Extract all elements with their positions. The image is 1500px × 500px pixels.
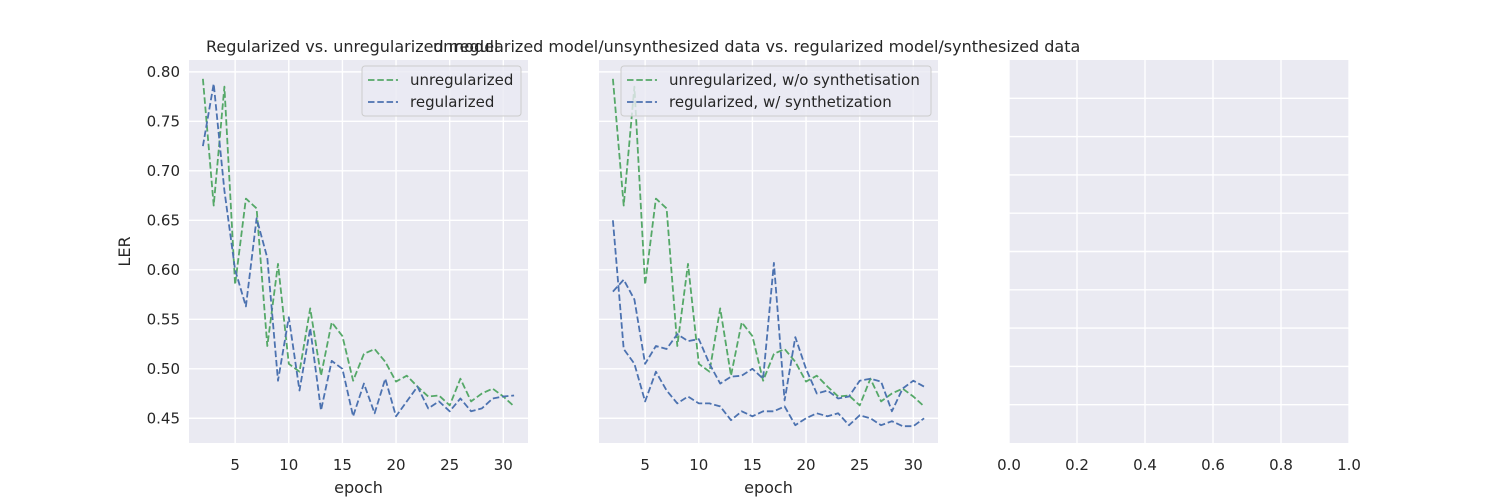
y-tick-label: 0.75 — [147, 112, 180, 130]
x-tick-label: 10 — [279, 456, 298, 474]
x-tick-label: 5 — [230, 456, 240, 474]
x-axis-label: epoch — [334, 478, 383, 497]
legend-label: unregularized — [410, 71, 513, 89]
series-line-1 — [202, 78, 515, 408]
x-tick-label: 0.8 — [1269, 456, 1293, 474]
plot-area — [599, 60, 938, 443]
x-tick-label: 20 — [797, 456, 816, 474]
x-axis-label: epoch — [744, 478, 793, 497]
y-tick-label: 0.50 — [147, 360, 180, 378]
legend-label: regularized, w/ synthetization — [669, 93, 892, 111]
series-line-3 — [612, 220, 925, 428]
x-tick-label: 0.6 — [1201, 456, 1225, 474]
x-tick-label: 1.0 — [1337, 456, 1361, 474]
gridlines — [599, 60, 938, 443]
y-tick-label: 0.80 — [147, 63, 180, 81]
gridlines — [189, 60, 528, 443]
y-axis-label: LER — [115, 236, 134, 266]
chart-panel-1: 5 10 15 20 25 30 0.45 0.50 0.55 0.60 0.65 0.70 0.75 0… — [115, 37, 528, 497]
x-tick-label: 25 — [440, 456, 459, 474]
legend-frame — [620, 65, 932, 117]
y-tick-label: 0.70 — [147, 162, 180, 180]
x-tick-label: 0.4 — [1133, 456, 1157, 474]
chart-title: Regularized vs. unregularized model — [206, 37, 499, 56]
series-layer — [612, 78, 925, 428]
y-tick-label: 0.45 — [147, 409, 180, 427]
x-tick-label: 0.2 — [1065, 456, 1089, 474]
y-tick-label: 0.65 — [147, 211, 180, 229]
y-tick-label: 0.55 — [147, 310, 180, 328]
x-tick-label: 30 — [494, 456, 513, 474]
series-line-1 — [612, 78, 925, 408]
x-tick-label: 15 — [333, 456, 352, 474]
legend-frame — [361, 65, 522, 117]
x-tick-label: 25 — [850, 456, 869, 474]
y-tick-label: 0.60 — [147, 261, 180, 279]
plot-area — [189, 60, 528, 443]
chart-panel-2: 5 10 15 20 25 30 unregularized model/unsynthe… — [433, 37, 1080, 497]
x-tick-label: 20 — [387, 456, 406, 474]
legend: unregularized regularized — [361, 65, 522, 117]
x-tick-label: 0.0 — [997, 456, 1021, 474]
x-tick-label: 5 — [640, 456, 650, 474]
series-line-2 — [612, 261, 925, 413]
series-layer — [202, 78, 515, 418]
chart-panel-3-empty: 0.0 0.2 0.4 0.6 0.8 1.0 — [997, 60, 1361, 474]
tick-labels: 0.0 0.2 0.4 0.6 0.8 1.0 — [997, 456, 1361, 474]
tick-labels: 5 10 15 20 25 30 — [640, 456, 923, 474]
x-tick-label: 10 — [689, 456, 708, 474]
legend: unregularized, w/o synthetisation regular… — [620, 65, 932, 117]
legend-label: unregularized, w/o synthetisation — [669, 71, 920, 89]
gridlines — [1008, 60, 1350, 443]
chart-title: unregularized model/unsynthesized data v… — [433, 37, 1080, 56]
legend-label: regularized — [410, 93, 494, 111]
x-tick-label: 30 — [904, 456, 923, 474]
tick-labels: 5 10 15 20 25 30 0.45 0.50 0.55 0.60 0.65 0.70 0.75 0… — [147, 63, 513, 474]
x-tick-label: 15 — [743, 456, 762, 474]
